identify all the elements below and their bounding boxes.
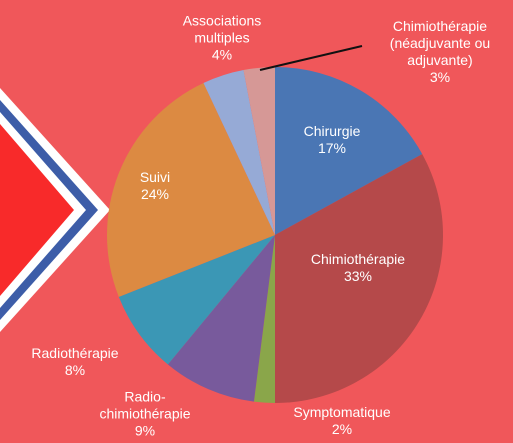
slice-label: Chirurgie 17% — [282, 123, 382, 157]
slice-label: Chimiothérapie (néadjuvante ou adjuvante… — [368, 18, 513, 86]
pie-slice — [275, 67, 423, 235]
slice-label: Chimiothérapie 33% — [283, 251, 433, 285]
category-name: Suivi — [139, 169, 171, 185]
slice-label: Associations multiples 4% — [167, 13, 277, 64]
category-name: Associations multiples — [182, 12, 262, 46]
category-name: Radio-chimiothérapie — [99, 388, 191, 422]
pie-slice — [106, 82, 275, 297]
category-name: Chimiothérapie — [310, 251, 406, 267]
pie-slice — [275, 154, 444, 403]
percent-label: 33% — [343, 268, 373, 284]
slice-label: Suivi 24% — [115, 169, 195, 203]
slice-label: Radio-chimiothérapie 9% — [90, 389, 200, 440]
slice-label: Radiothérapie 8% — [10, 345, 140, 379]
percent-label: 4% — [211, 46, 233, 63]
percent-label: 2% — [331, 421, 353, 437]
leader-line — [259, 45, 363, 71]
pie-slice — [243, 67, 275, 235]
percent-label: 24% — [140, 186, 170, 202]
percent-label: 17% — [317, 140, 347, 156]
chevron-fill — [0, 124, 74, 296]
pie-slice — [118, 235, 276, 365]
category-name: Chirurgie — [303, 123, 361, 139]
pie-slice — [167, 235, 275, 402]
pie-slice — [253, 235, 275, 404]
percent-label: 3% — [429, 69, 451, 85]
slice-label: Symptomatique 2% — [272, 404, 412, 438]
category-name: Radiothérapie — [31, 345, 119, 361]
percent-label: 8% — [64, 362, 86, 378]
pie-slice — [203, 69, 275, 235]
category-name: Chimiothérapie (néadjuvante ou adjuvante… — [389, 18, 491, 68]
percent-label: 9% — [134, 422, 156, 439]
category-name: Symptomatique — [293, 404, 391, 420]
